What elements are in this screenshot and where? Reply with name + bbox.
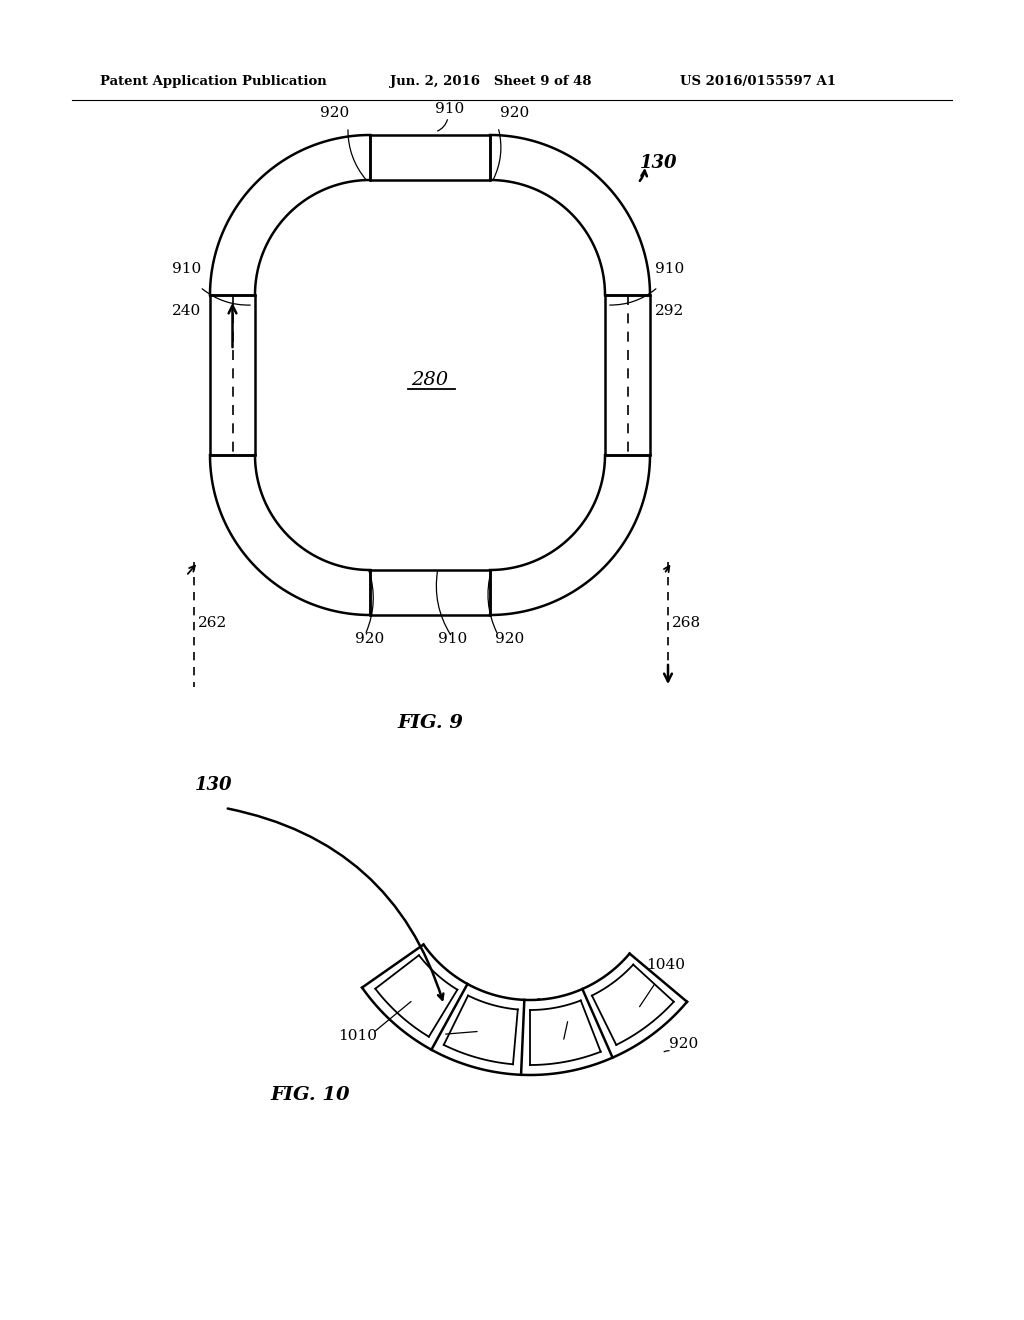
Text: FIG. 9: FIG. 9 [397, 714, 463, 733]
Polygon shape [592, 965, 674, 1045]
Polygon shape [376, 956, 458, 1036]
Text: 1020: 1020 [404, 1026, 443, 1039]
Polygon shape [443, 995, 518, 1064]
Polygon shape [210, 294, 255, 455]
Polygon shape [210, 135, 370, 294]
Polygon shape [370, 570, 490, 615]
Text: 920: 920 [500, 106, 529, 120]
Text: 920: 920 [669, 1038, 698, 1052]
Text: 292: 292 [655, 304, 684, 318]
Text: 268: 268 [672, 616, 701, 630]
Text: 1010: 1010 [338, 1028, 377, 1043]
Text: Jun. 2, 2016   Sheet 9 of 48: Jun. 2, 2016 Sheet 9 of 48 [390, 75, 592, 88]
Text: 1040: 1040 [646, 958, 685, 972]
Text: 920: 920 [355, 632, 384, 645]
Text: 920: 920 [319, 106, 349, 120]
Text: 280: 280 [412, 371, 449, 389]
Polygon shape [490, 135, 650, 294]
Polygon shape [530, 1001, 601, 1065]
Polygon shape [605, 294, 650, 455]
Polygon shape [490, 455, 650, 615]
Text: 920: 920 [495, 632, 524, 645]
Text: US 2016/0155597 A1: US 2016/0155597 A1 [680, 75, 836, 88]
Text: 910: 910 [438, 632, 467, 645]
Text: 240: 240 [172, 304, 202, 318]
Text: 262: 262 [198, 616, 227, 630]
Text: 910: 910 [172, 261, 202, 276]
Polygon shape [370, 135, 490, 180]
Text: 910: 910 [435, 102, 464, 116]
Text: 910: 910 [655, 261, 684, 276]
Text: 1030: 1030 [534, 998, 572, 1012]
Polygon shape [210, 455, 370, 615]
Text: 130: 130 [195, 776, 232, 795]
Text: Patent Application Publication: Patent Application Publication [100, 75, 327, 88]
Text: 130: 130 [640, 154, 678, 172]
Polygon shape [362, 945, 687, 1074]
Text: FIG. 10: FIG. 10 [270, 1086, 350, 1104]
